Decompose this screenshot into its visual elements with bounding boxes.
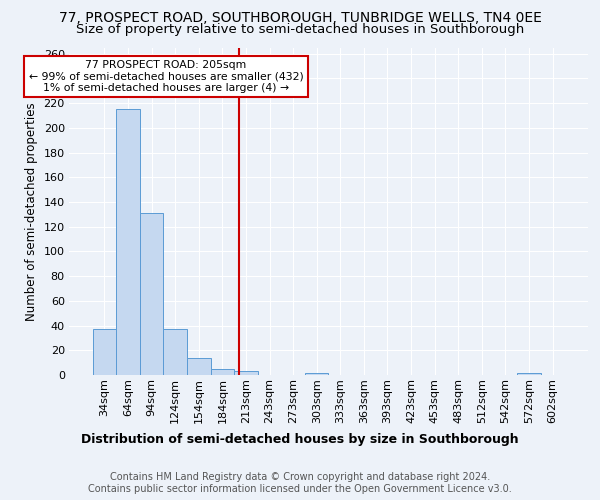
Bar bbox=[187, 358, 211, 375]
Y-axis label: Number of semi-detached properties: Number of semi-detached properties bbox=[25, 102, 38, 320]
Text: Distribution of semi-detached houses by size in Southborough: Distribution of semi-detached houses by … bbox=[81, 432, 519, 446]
Text: Size of property relative to semi-detached houses in Southborough: Size of property relative to semi-detach… bbox=[76, 22, 524, 36]
Text: Contains public sector information licensed under the Open Government Licence v3: Contains public sector information licen… bbox=[88, 484, 512, 494]
Bar bbox=[517, 372, 541, 375]
Bar bbox=[140, 213, 163, 375]
Bar bbox=[116, 110, 140, 375]
Text: 77 PROSPECT ROAD: 205sqm
← 99% of semi-detached houses are smaller (432)
1% of s: 77 PROSPECT ROAD: 205sqm ← 99% of semi-d… bbox=[29, 60, 304, 93]
Bar bbox=[234, 372, 258, 375]
Bar bbox=[211, 369, 234, 375]
Bar bbox=[92, 330, 116, 375]
Bar bbox=[305, 372, 329, 375]
Text: 77, PROSPECT ROAD, SOUTHBOROUGH, TUNBRIDGE WELLS, TN4 0EE: 77, PROSPECT ROAD, SOUTHBOROUGH, TUNBRID… bbox=[59, 11, 541, 25]
Bar bbox=[163, 330, 187, 375]
Text: Contains HM Land Registry data © Crown copyright and database right 2024.: Contains HM Land Registry data © Crown c… bbox=[110, 472, 490, 482]
